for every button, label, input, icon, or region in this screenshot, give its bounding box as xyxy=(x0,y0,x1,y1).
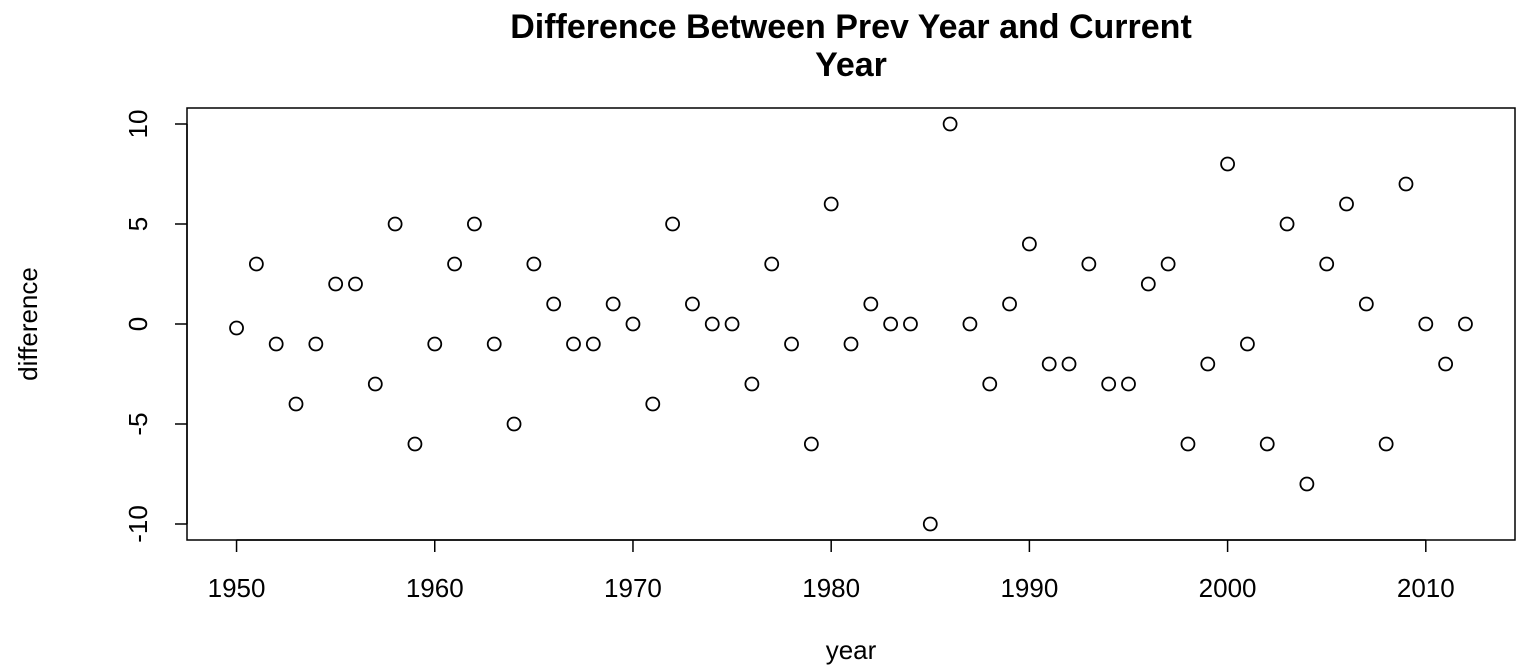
point xyxy=(1081,256,1097,272)
point xyxy=(348,276,363,292)
point xyxy=(1319,256,1335,272)
point xyxy=(605,296,621,312)
point xyxy=(1398,176,1414,192)
point xyxy=(982,376,998,392)
point xyxy=(427,336,443,352)
point xyxy=(506,416,522,432)
point xyxy=(685,296,700,312)
point xyxy=(903,316,918,332)
point xyxy=(863,296,879,312)
y-tick-label: 10 xyxy=(123,110,153,139)
point xyxy=(645,396,661,412)
x-tick-label: 2010 xyxy=(1397,573,1455,603)
point xyxy=(486,336,502,352)
y-tick-label: 0 xyxy=(123,317,153,331)
point xyxy=(823,196,839,212)
point xyxy=(764,256,780,272)
point xyxy=(942,116,958,132)
x-tick-label: 1960 xyxy=(406,573,464,603)
point xyxy=(308,336,324,352)
point xyxy=(1438,356,1454,372)
point xyxy=(229,320,244,336)
x-tick-label: 1990 xyxy=(1000,573,1058,603)
point xyxy=(1200,356,1216,372)
point xyxy=(625,316,641,332)
point xyxy=(1021,236,1037,252)
x-tick-label: 1950 xyxy=(208,573,266,603)
y-tick-label: -5 xyxy=(123,412,153,435)
y-tick-label: -10 xyxy=(123,505,153,543)
point xyxy=(1378,436,1394,452)
point xyxy=(1220,156,1235,172)
point xyxy=(922,516,938,532)
point xyxy=(1358,296,1374,312)
point xyxy=(1002,296,1017,312)
point xyxy=(1339,196,1354,212)
point xyxy=(585,336,601,352)
point xyxy=(843,336,859,352)
point xyxy=(1101,376,1117,392)
point xyxy=(1458,316,1473,332)
point xyxy=(883,316,899,332)
point xyxy=(784,336,799,352)
y-tick-label: 5 xyxy=(123,217,153,231)
point xyxy=(566,336,581,352)
point xyxy=(328,276,344,292)
point xyxy=(665,216,681,232)
point xyxy=(447,256,462,272)
point xyxy=(1180,436,1196,452)
point xyxy=(546,296,562,312)
plot-box xyxy=(186,107,1516,541)
point xyxy=(387,216,403,232)
y-axis-label: difference xyxy=(13,267,43,381)
x-tick-label: 1970 xyxy=(604,573,662,603)
point xyxy=(704,316,720,332)
point xyxy=(526,256,542,272)
point xyxy=(744,376,760,392)
point xyxy=(288,396,304,412)
x-tick-label: 2000 xyxy=(1199,573,1257,603)
point xyxy=(962,316,978,332)
point xyxy=(803,436,819,452)
point xyxy=(1240,336,1255,352)
point xyxy=(248,256,264,272)
point xyxy=(1418,316,1434,332)
point xyxy=(367,376,383,392)
chart-title: Difference Between Prev Year and Current… xyxy=(510,8,1192,84)
point xyxy=(724,316,740,332)
x-tick-label: 1980 xyxy=(802,573,860,603)
point xyxy=(1121,376,1136,392)
point xyxy=(1259,436,1275,452)
point xyxy=(268,336,284,352)
point xyxy=(1140,276,1156,292)
point xyxy=(1299,476,1315,492)
point xyxy=(467,216,482,232)
point xyxy=(1160,256,1176,272)
x-axis-label: year xyxy=(826,635,877,665)
point xyxy=(1041,356,1057,372)
point xyxy=(407,436,423,452)
point xyxy=(1279,216,1295,232)
point xyxy=(1061,356,1077,372)
